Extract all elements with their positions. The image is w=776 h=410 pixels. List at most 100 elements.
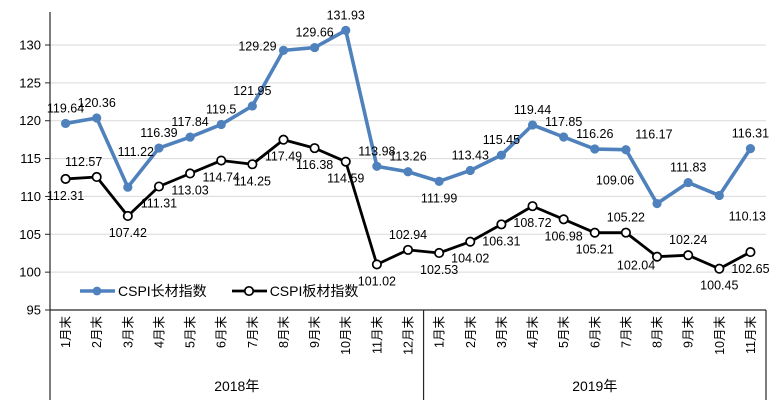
data-point-marker xyxy=(714,263,725,274)
data-label: 131.93 xyxy=(327,8,365,22)
data-label: 129.66 xyxy=(295,26,333,40)
x-axis-label: 1月末 xyxy=(433,316,447,348)
data-label: 100.45 xyxy=(700,279,738,293)
data-point-marker xyxy=(309,143,320,154)
y-axis-label: 110 xyxy=(20,189,41,204)
data-label: 116.39 xyxy=(140,126,177,140)
data-label: 114.25 xyxy=(234,174,271,188)
data-point-marker xyxy=(60,118,71,129)
data-point-marker xyxy=(651,251,663,262)
data-point-marker xyxy=(402,244,414,255)
x-axis-label: 12月末 xyxy=(402,316,416,355)
data-point-marker xyxy=(122,210,133,222)
data-point-marker xyxy=(496,150,506,160)
data-point-marker xyxy=(310,42,320,53)
data-label: 116.26 xyxy=(576,127,613,141)
data-label: 119.5 xyxy=(206,103,236,117)
data-label: 101.02 xyxy=(358,274,396,288)
x-axis-label: 9月末 xyxy=(308,316,322,348)
data-point-marker xyxy=(247,101,257,111)
legend-plate-line-marker-icon xyxy=(231,285,267,297)
data-label: 112.57 xyxy=(65,155,102,169)
data-label: 104.02 xyxy=(451,252,489,266)
data-label: 102.04 xyxy=(617,259,655,273)
data-point-marker xyxy=(434,176,444,186)
data-label: 114.74 xyxy=(203,171,240,185)
data-point-marker xyxy=(589,227,600,238)
x-axis-label: 4月末 xyxy=(526,316,540,348)
y-axis-label: 100 xyxy=(19,265,41,280)
y-axis-label: 130 xyxy=(19,38,41,53)
data-label: 111.83 xyxy=(670,161,706,175)
x-axis-label: 2月末 xyxy=(90,316,104,348)
data-point-marker xyxy=(216,155,227,166)
data-point-marker xyxy=(621,145,631,155)
data-point-marker xyxy=(683,250,694,261)
x-axis-label: 3月末 xyxy=(495,316,509,348)
x-axis-label: 6月末 xyxy=(588,316,602,348)
series-line-cspi-long xyxy=(63,28,753,206)
data-point-marker xyxy=(154,143,164,153)
data-point-marker xyxy=(278,45,289,55)
x-axis-label: 8月末 xyxy=(277,316,291,348)
data-point-marker xyxy=(434,247,445,259)
data-label: 107.42 xyxy=(109,226,147,240)
data-point-marker xyxy=(91,171,102,183)
data-label: 113.03 xyxy=(171,183,208,197)
data-point-marker xyxy=(745,247,756,258)
chart-legend: CSPI长材指数 CSPI板材指数 xyxy=(79,281,358,301)
legend-label-cspi-plate: CSPI板材指数 xyxy=(269,283,359,299)
x-axis-label: 10月末 xyxy=(339,316,353,355)
year-group-label: 2018年 xyxy=(214,378,259,394)
data-label: 121.95 xyxy=(233,84,271,98)
x-axis-label: 8月末 xyxy=(651,316,665,348)
data-point-marker xyxy=(153,181,165,192)
data-label: 102.94 xyxy=(389,228,427,242)
data-point-marker xyxy=(559,132,569,142)
data-point-marker xyxy=(123,182,133,192)
data-point-marker xyxy=(185,132,195,142)
data-point-marker xyxy=(714,190,724,201)
data-point-marker xyxy=(558,214,569,225)
data-point-marker xyxy=(60,173,71,184)
data-point-marker xyxy=(745,144,756,154)
data-point-marker xyxy=(372,161,382,171)
data-point-marker xyxy=(465,165,475,176)
data-label: 113.43 xyxy=(452,148,489,162)
x-axis-label: 11月末 xyxy=(370,316,384,354)
data-point-marker xyxy=(278,134,289,145)
data-point-marker xyxy=(247,159,258,170)
x-axis-label: 4月末 xyxy=(152,316,166,348)
legend-item-cspi-plate: CSPI板材指数 xyxy=(231,281,359,301)
data-point-marker xyxy=(590,144,600,154)
x-axis-label: 9月末 xyxy=(682,316,696,348)
data-point-marker xyxy=(465,236,476,247)
data-label: 106.31 xyxy=(482,234,520,248)
data-label: 111.22 xyxy=(118,145,154,159)
y-axis-label: 125 xyxy=(19,75,41,90)
data-label: 102.24 xyxy=(669,233,707,247)
data-point-marker xyxy=(340,156,351,167)
data-label: 120.36 xyxy=(78,96,116,110)
x-axis-label: 10月末 xyxy=(713,316,727,355)
legend-label-cspi-long: CSPI长材指数 xyxy=(118,283,207,299)
data-label: 116.38 xyxy=(296,158,333,172)
x-axis-label: 7月末 xyxy=(246,316,260,348)
data-point-marker xyxy=(620,227,631,238)
x-axis-label: 11月末 xyxy=(744,316,758,354)
data-label: 116.31 xyxy=(732,127,769,141)
legend-item-cspi-long: CSPI长材指数 xyxy=(79,281,207,301)
data-point-marker xyxy=(185,168,196,179)
data-label: 113.26 xyxy=(389,150,426,164)
x-axis-label: 7月末 xyxy=(619,316,633,348)
y-axis-label: 105 xyxy=(19,227,41,242)
year-group-label: 2019年 xyxy=(572,378,617,394)
data-label: 112.31 xyxy=(47,189,84,203)
data-label: 129.29 xyxy=(238,39,276,53)
data-label: 117.85 xyxy=(545,115,582,129)
data-point-marker xyxy=(92,113,102,123)
data-point-marker xyxy=(403,167,413,177)
y-axis-label: 120 xyxy=(19,113,41,128)
data-label: 108.72 xyxy=(513,216,551,230)
